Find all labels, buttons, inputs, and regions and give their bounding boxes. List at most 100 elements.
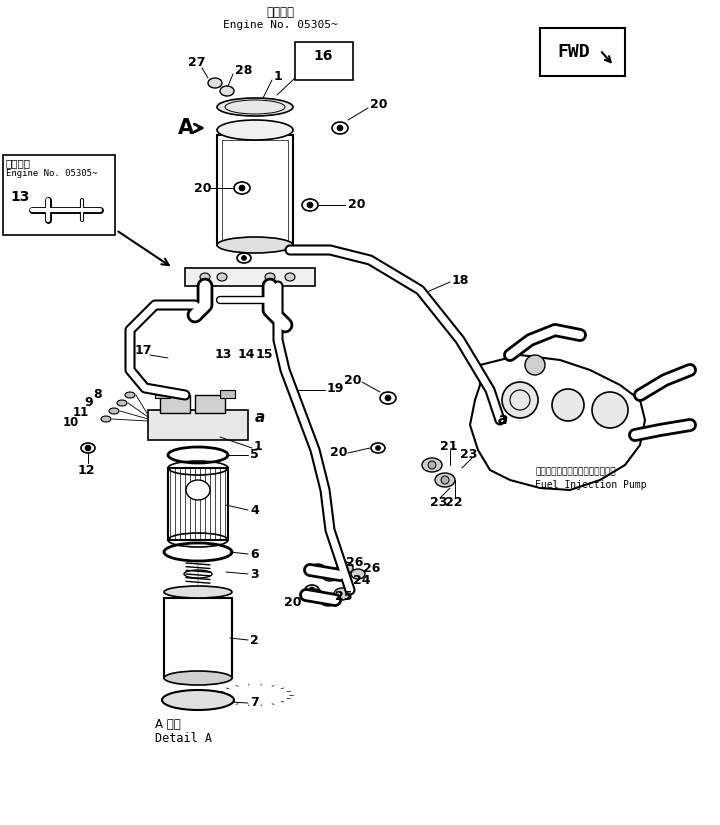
- Text: 26: 26: [363, 562, 380, 574]
- Circle shape: [376, 446, 380, 450]
- Circle shape: [502, 382, 538, 418]
- Ellipse shape: [258, 297, 266, 303]
- Circle shape: [309, 587, 315, 593]
- Circle shape: [337, 125, 343, 131]
- Text: Engine No. 05305~: Engine No. 05305~: [222, 20, 338, 30]
- Text: 6: 6: [250, 548, 258, 560]
- Text: 2: 2: [250, 634, 258, 647]
- Text: 20: 20: [284, 596, 302, 609]
- Text: 15: 15: [256, 348, 274, 361]
- Ellipse shape: [234, 297, 242, 303]
- Ellipse shape: [337, 562, 353, 574]
- Ellipse shape: [220, 86, 234, 96]
- Circle shape: [385, 395, 391, 401]
- Circle shape: [239, 185, 245, 191]
- Ellipse shape: [246, 297, 254, 303]
- Ellipse shape: [208, 78, 222, 88]
- Bar: [222, 140, 288, 240]
- Bar: [148, 410, 248, 440]
- Ellipse shape: [109, 408, 119, 414]
- Text: 24: 24: [353, 573, 371, 587]
- Text: 12: 12: [78, 464, 96, 477]
- Ellipse shape: [422, 458, 442, 472]
- Text: 17: 17: [135, 343, 153, 356]
- Text: 28: 28: [235, 64, 253, 77]
- Text: Engine No. 05305~: Engine No. 05305~: [6, 169, 97, 178]
- Ellipse shape: [217, 120, 293, 140]
- Ellipse shape: [186, 480, 210, 500]
- Text: FWD: FWD: [557, 43, 590, 61]
- Text: 23: 23: [430, 497, 447, 510]
- Text: 20: 20: [344, 374, 361, 386]
- Circle shape: [552, 389, 584, 421]
- Ellipse shape: [200, 273, 210, 281]
- Text: 4: 4: [250, 503, 258, 516]
- Text: 20: 20: [348, 199, 366, 211]
- Text: 13: 13: [215, 348, 233, 361]
- Circle shape: [307, 202, 313, 208]
- Ellipse shape: [435, 473, 455, 487]
- Text: 19: 19: [327, 381, 344, 394]
- Text: 22: 22: [445, 496, 462, 508]
- Bar: [164, 598, 232, 678]
- Text: 20: 20: [194, 182, 212, 195]
- Text: 13: 13: [10, 190, 30, 204]
- Text: 11: 11: [73, 406, 89, 418]
- Text: 26: 26: [346, 555, 364, 568]
- Text: a: a: [498, 412, 508, 427]
- Circle shape: [592, 392, 628, 428]
- Ellipse shape: [217, 273, 227, 281]
- Ellipse shape: [322, 569, 338, 581]
- Ellipse shape: [217, 237, 293, 253]
- Text: 1: 1: [254, 441, 263, 454]
- Bar: [217, 135, 293, 245]
- Ellipse shape: [164, 586, 232, 598]
- Ellipse shape: [168, 533, 228, 547]
- Text: 27: 27: [188, 56, 205, 69]
- Text: フェエルインジェクションポンプ: フェエルインジェクションポンプ: [535, 468, 616, 477]
- Text: 23: 23: [460, 449, 477, 461]
- Text: 5: 5: [250, 449, 258, 461]
- Text: 1: 1: [274, 70, 283, 83]
- Ellipse shape: [117, 400, 127, 406]
- Circle shape: [85, 445, 91, 451]
- Bar: [155, 388, 170, 398]
- Ellipse shape: [101, 416, 111, 422]
- Bar: [168, 468, 228, 540]
- Ellipse shape: [217, 98, 293, 116]
- Text: 20: 20: [330, 446, 348, 460]
- Bar: [295, 42, 353, 80]
- Bar: [540, 28, 625, 76]
- Text: 18: 18: [452, 274, 469, 286]
- Text: Fuel Injection Pump: Fuel Injection Pump: [535, 480, 647, 490]
- Circle shape: [441, 476, 449, 484]
- Text: a: a: [255, 409, 265, 425]
- Bar: [220, 390, 235, 398]
- Bar: [195, 395, 225, 413]
- Bar: [185, 268, 315, 286]
- Circle shape: [241, 256, 246, 261]
- Text: 8: 8: [93, 388, 102, 400]
- Ellipse shape: [320, 594, 336, 606]
- Ellipse shape: [307, 589, 323, 601]
- Text: 21: 21: [440, 441, 457, 454]
- Text: 25: 25: [335, 590, 353, 602]
- Text: 3: 3: [250, 568, 258, 581]
- Bar: [3, 155, 115, 235]
- Ellipse shape: [351, 569, 365, 579]
- Ellipse shape: [334, 588, 350, 600]
- Text: 適用号機: 適用号機: [6, 158, 31, 168]
- Ellipse shape: [285, 273, 295, 281]
- Bar: [160, 395, 190, 413]
- Ellipse shape: [164, 671, 232, 685]
- Text: 適用号機: 適用号機: [266, 7, 294, 20]
- Ellipse shape: [125, 392, 135, 398]
- Text: 16: 16: [313, 49, 333, 63]
- Ellipse shape: [310, 564, 326, 576]
- Text: A 詳細: A 詳細: [155, 719, 181, 732]
- Ellipse shape: [222, 297, 230, 303]
- Ellipse shape: [265, 273, 275, 281]
- Circle shape: [525, 355, 545, 375]
- Text: A: A: [178, 118, 194, 138]
- Text: 10: 10: [63, 416, 79, 428]
